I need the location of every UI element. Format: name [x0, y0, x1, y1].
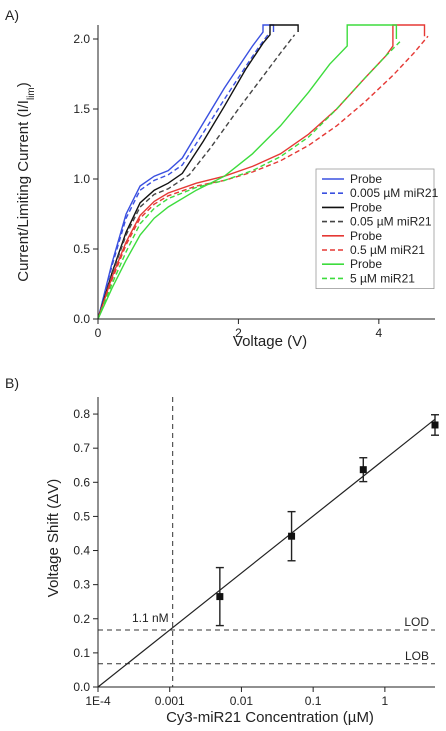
panel-b-y-tick-label: 0.1: [73, 646, 90, 660]
panel-b-y-tick-label: 0.7: [73, 441, 90, 455]
panel-b-y-tick-label: 0.0: [73, 680, 90, 694]
panel-a-legend-label-2: Probe: [350, 200, 382, 214]
panel-a-legend-label-3: 0.05 µM miR21: [350, 215, 432, 229]
panel-b-y-tick-label: 0.2: [73, 612, 90, 626]
data-point: [431, 421, 439, 429]
panel-a-legend-label-7: 5 µM miR21: [350, 271, 415, 285]
panel-b-x-tick-label: 1: [382, 694, 389, 708]
panel-a-legend-label-1: 0.005 µM miR21: [350, 186, 439, 200]
panel-a-y-axis-title-subscript: lim: [26, 87, 37, 100]
lod-label: LOD: [404, 615, 429, 629]
panel-a-y-tick-label: 1.0: [73, 172, 90, 186]
panel-a-x-tick-label: 2: [235, 326, 242, 340]
panel-a-series-1: [97, 31, 271, 320]
panel-a-legend-label-5: 0.5 µM miR21: [350, 243, 425, 257]
lob-label: LOB: [405, 649, 429, 663]
panel-a-x-tick-label: 0: [95, 326, 102, 340]
panel-a-label: A): [5, 7, 19, 23]
panel-b-y-tick-label: 0.8: [73, 407, 90, 421]
panel-a-series-7: [97, 41, 401, 320]
panel-a-series-3: [97, 34, 296, 320]
panel-a-legend-box: [315, 168, 435, 289]
panel-b-plot-area: 1E-4 0.001 0.01 0.1 1 0.0 0.1 0.2 0.3 0.4 0.5 0.6 0.…: [73, 397, 439, 708]
panel-a-y-tick-label: 2.0: [73, 32, 90, 46]
panel-a-series-4: [97, 24, 426, 320]
panel-b-x-tick-label: 0.001: [155, 694, 185, 708]
panel-a-legend-label-0: Probe: [350, 172, 382, 186]
panel-a-x-axis-title: Voltage (V): [233, 333, 307, 350]
panel-b-y-tick-label: 0.5: [73, 509, 90, 523]
panel-a-series-5: [97, 35, 429, 320]
data-point: [288, 532, 296, 540]
panel-b-y-tick-label: 0.3: [73, 578, 90, 592]
data-point: [359, 466, 367, 474]
panel-b-y-axis-title: Voltage Shift (ΔV): [45, 479, 62, 597]
panel-a-plot-area: 0 2 4 0.0 0.5 1.0 1.5 2.0: [73, 24, 435, 340]
panel-a-x-tick-label: 4: [375, 326, 382, 340]
panel-a-series-0: [97, 24, 275, 320]
panel-b-y-tick-label: 0.4: [73, 544, 90, 558]
panel-b-label: B): [5, 375, 19, 391]
panel-b-x-axis-title: Cy3-miR21 Concentration (µM): [166, 709, 374, 726]
panel-b-x-tick-label: 0.1: [305, 694, 322, 708]
panel-a-series-2: [97, 24, 299, 320]
panel-b-y-tick-label: 0.6: [73, 475, 90, 489]
panel-b-x-tick-label: 0.01: [230, 694, 254, 708]
panel-a-series-6: [97, 24, 398, 320]
data-point: [216, 593, 224, 601]
panel-a-legend-label-6: Probe: [350, 257, 382, 271]
panel-a-y-axis-title: Current/Limiting Current (I/Ilim): [15, 82, 37, 282]
panel-a-y-tick-label: 0.0: [73, 312, 90, 326]
panel-a: A) 0 2 4 0.0 0.5 1.0 1.5 2.0 Voltage (V) Curren…: [5, 7, 439, 350]
lod-concentration-label: 1.1 nM: [132, 611, 169, 625]
panel-a-y-tick-label: 0.5: [73, 242, 90, 256]
fit-line: [97, 418, 436, 688]
panel-b-x-tick-label: 1E-4: [85, 694, 111, 708]
panel-b: B) 1E-4 0.001 0.01 0.1 1 0.0 0.1 0.2 0.3 0.4 0.5 0.…: [5, 375, 439, 726]
panel-a-legend-label-4: Probe: [350, 229, 382, 243]
panel-a-y-tick-label: 1.5: [73, 102, 90, 116]
